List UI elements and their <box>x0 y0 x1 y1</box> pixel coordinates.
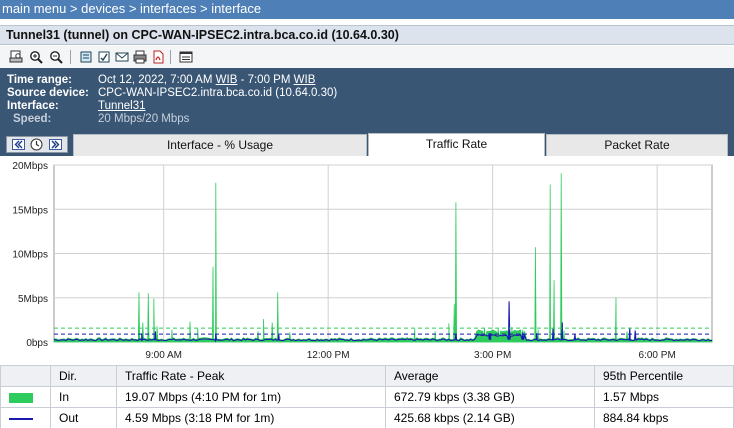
table-row-out: Out 4.59 Mbps (3:18 PM for 1m) 425.68 kb… <box>0 407 734 428</box>
tab-row: Interface - % Usage Traffic Rate Packet … <box>0 132 734 156</box>
zoom-out-icon[interactable] <box>48 49 64 65</box>
out-swatch <box>0 407 51 428</box>
source-device-label: Source device: <box>7 87 89 99</box>
y-tick-label: 10Mbps <box>12 250 48 261</box>
in-peak: 19.07 Mbps (4:10 PM for 1m) <box>116 386 386 408</box>
in-swatch <box>0 386 51 408</box>
next-period-icon[interactable] <box>48 138 64 151</box>
x-tick-label: 9:00 AM <box>145 350 182 361</box>
timezone-link[interactable]: WIB <box>215 74 238 86</box>
x-tick-label: 6:00 PM <box>639 350 676 361</box>
speed-value: 20 Mbps/20 Mbps <box>98 113 190 125</box>
tab-interface-usage[interactable]: Interface - % Usage <box>73 134 367 156</box>
out-color-swatch <box>9 417 33 420</box>
time-range-start: Oct 12, 2022, 7:00 AM <box>98 74 213 86</box>
y-tick-label: 0bps <box>26 338 48 349</box>
zoom-in-icon[interactable] <box>28 49 44 65</box>
x-tick-label: 12:00 PM <box>307 350 350 361</box>
print-preview-icon[interactable] <box>8 49 24 65</box>
toolbar <box>0 46 734 68</box>
y-tick-label: 20Mbps <box>12 161 48 172</box>
table-header-row: Dir. Traffic Rate - Peak Average 95th Pe… <box>0 365 734 387</box>
y-tick-label: 5Mbps <box>18 294 48 305</box>
column-header-peak: Traffic Rate - Peak <box>116 365 386 387</box>
report-icon[interactable] <box>78 49 94 65</box>
y-tick-label: 15Mbps <box>12 205 48 216</box>
traffic-rate-chart: 20Mbps 15Mbps 10Mbps 5Mbps 0bps 9:00 AM 12:00 … <box>0 156 734 363</box>
time-range-label: Time range: <box>7 74 72 86</box>
series-out-line <box>53 301 712 343</box>
toolbar-separator <box>70 50 71 64</box>
interface-link[interactable]: Tunnel31 <box>98 100 146 112</box>
speed-label: Speed: <box>13 113 52 125</box>
export-table-icon[interactable] <box>178 49 194 65</box>
column-header-dir: Dir. <box>50 365 117 387</box>
toolbar-separator <box>170 50 171 64</box>
page-title: Tunnel31 (tunnel) on CPC-WAN-IPSEC2.intr… <box>0 25 734 45</box>
print-icon[interactable] <box>132 49 148 65</box>
column-header-swatch <box>0 365 51 387</box>
tab-packet-rate[interactable]: Packet Rate <box>546 134 728 156</box>
source-device-value: CPC-WAN-IPSEC2.intra.bca.co.id (10.64.0.… <box>98 87 338 99</box>
timezone-link[interactable]: WIB <box>293 74 316 86</box>
traffic-summary-table: Dir. Traffic Rate - Peak Average 95th Pe… <box>0 365 734 428</box>
pdf-icon[interactable] <box>150 49 166 65</box>
out-95th: 884.84 kbps <box>594 407 734 428</box>
series-in-area <box>53 173 713 343</box>
out-peak: 4.59 Mbps (3:18 PM for 1m) <box>116 407 386 428</box>
out-average: 425.68 kbps (2.14 GB) <box>385 407 595 428</box>
info-panel: Time range: Oct 12, 2022, 7:00 AM WIB - … <box>0 68 734 132</box>
column-header-95th: 95th Percentile <box>594 365 734 387</box>
in-color-swatch <box>9 392 33 403</box>
column-header-average: Average <box>385 365 595 387</box>
out-dir: Out <box>50 407 117 428</box>
schedule-report-icon[interactable] <box>96 49 112 65</box>
interface-label: Interface: <box>7 100 59 112</box>
breadcrumb[interactable]: main menu > devices > interfaces > inter… <box>0 0 734 19</box>
in-dir: In <box>50 386 117 408</box>
time-range-end: - 7:00 PM <box>237 74 291 86</box>
in-average: 672.79 kbps (3.38 GB) <box>385 386 595 408</box>
time-navigation <box>6 136 68 153</box>
email-icon[interactable] <box>114 49 130 65</box>
x-tick-label: 3:00 PM <box>474 350 511 361</box>
clock-icon[interactable] <box>29 138 45 151</box>
previous-period-icon[interactable] <box>10 138 26 151</box>
table-row-in: In 19.07 Mbps (4:10 PM for 1m) 672.79 kb… <box>0 386 734 408</box>
in-95th: 1.57 Mbps <box>594 386 734 408</box>
tab-traffic-rate[interactable]: Traffic Rate <box>368 133 545 156</box>
time-range-value: Oct 12, 2022, 7:00 AM WIB - 7:00 PM WIB <box>98 74 315 87</box>
